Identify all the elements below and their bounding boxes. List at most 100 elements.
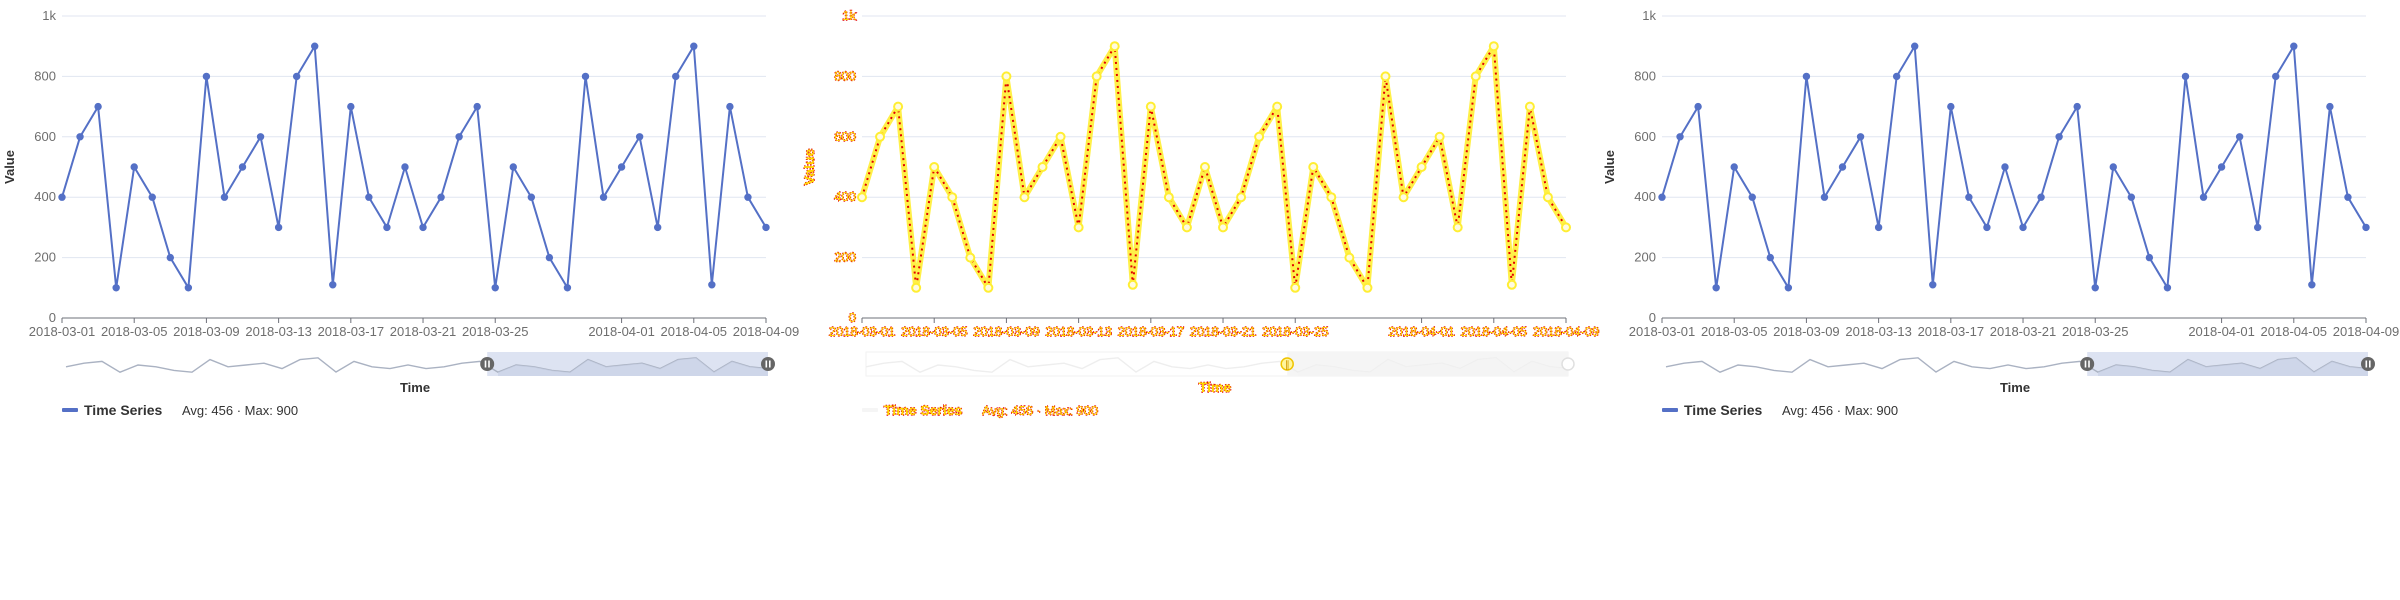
data-point[interactable]: [1838, 163, 1847, 171]
data-point[interactable]: [419, 223, 427, 232]
handle-knob[interactable]: [2361, 357, 2375, 371]
data-point[interactable]: [329, 281, 337, 289]
data-point[interactable]: [94, 102, 102, 111]
data-point[interactable]: [1398, 192, 1409, 203]
data-point[interactable]: [2091, 284, 2099, 292]
data-point[interactable]: [491, 284, 499, 292]
data-point[interactable]: [762, 223, 770, 232]
data-point[interactable]: [1362, 282, 1373, 293]
data-point[interactable]: [509, 163, 517, 171]
handle-knob[interactable]: [2080, 357, 2095, 371]
data-point[interactable]: [166, 253, 175, 262]
data-point[interactable]: [1326, 192, 1337, 203]
data-point[interactable]: [1452, 222, 1463, 233]
data-point[interactable]: [857, 192, 867, 203]
data-point[interactable]: [1730, 163, 1738, 171]
data-point[interactable]: [1929, 281, 1937, 289]
data-point[interactable]: [1181, 222, 1192, 233]
data-point[interactable]: [726, 102, 734, 111]
data-point[interactable]: [2272, 72, 2280, 81]
data-point[interactable]: [1802, 72, 1811, 81]
data-point[interactable]: [1091, 71, 1102, 82]
data-point[interactable]: [1109, 41, 1120, 52]
data-point[interactable]: [2253, 223, 2262, 232]
data-point[interactable]: [1947, 102, 1955, 111]
data-point[interactable]: [1820, 193, 1829, 201]
data-point[interactable]: [1145, 101, 1156, 112]
datazoom-handle-right[interactable]: [2361, 357, 2375, 371]
datazoom-handle-left[interactable]: [2080, 357, 2095, 371]
data-point[interactable]: [238, 163, 247, 171]
data-point[interactable]: [130, 163, 138, 171]
data-point[interactable]: [744, 193, 752, 201]
data-point[interactable]: [1784, 284, 1793, 292]
data-point[interactable]: [202, 72, 211, 81]
datazoom-handle-left[interactable]: [480, 357, 495, 371]
datazoom-handle-right[interactable]: [1561, 357, 1575, 371]
data-point[interactable]: [1561, 222, 1571, 233]
data-point[interactable]: [1218, 222, 1229, 233]
data-point[interactable]: [2019, 223, 2027, 232]
data-point[interactable]: [617, 163, 626, 171]
data-point[interactable]: [1254, 131, 1265, 142]
data-point[interactable]: [893, 101, 904, 112]
data-point[interactable]: [1694, 102, 1702, 111]
handle-knob[interactable]: [1280, 357, 1294, 371]
data-point[interactable]: [112, 284, 120, 292]
data-point[interactable]: [2001, 163, 2009, 171]
data-point[interactable]: [1766, 253, 1775, 262]
legend[interactable]: Time Series Avg: 456 · Max: 900: [1662, 402, 1898, 418]
data-point[interactable]: [2073, 102, 2081, 111]
data-point[interactable]: [1055, 131, 1066, 142]
data-point[interactable]: [599, 193, 608, 201]
data-point[interactable]: [76, 133, 84, 141]
data-point[interactable]: [2037, 193, 2045, 201]
data-point[interactable]: [1037, 162, 1048, 172]
data-point[interactable]: [473, 102, 481, 111]
data-point[interactable]: [401, 163, 409, 171]
data-point[interactable]: [983, 282, 994, 293]
data-point[interactable]: [929, 162, 940, 172]
data-point[interactable]: [911, 282, 922, 293]
data-point[interactable]: [1892, 72, 1901, 81]
data-point[interactable]: [2308, 281, 2316, 289]
handle-knob[interactable]: [761, 357, 775, 371]
data-point[interactable]: [2326, 102, 2334, 111]
legend[interactable]: Time Series Avg: 456 · Max: 900: [62, 402, 298, 418]
data-point[interactable]: [1524, 101, 1535, 112]
data-point[interactable]: [2344, 193, 2352, 201]
data-point[interactable]: [653, 223, 662, 232]
data-point[interactable]: [256, 133, 265, 141]
data-point[interactable]: [2235, 133, 2244, 141]
data-point[interactable]: [437, 193, 445, 201]
datazoom-handle-left[interactable]: ∥: [1280, 357, 1294, 371]
handle-knob[interactable]: [1561, 357, 1575, 371]
data-point[interactable]: [1380, 71, 1391, 82]
data-point[interactable]: [1272, 101, 1283, 112]
data-point[interactable]: [1748, 193, 1756, 201]
data-point[interactable]: [2199, 193, 2208, 201]
data-point[interactable]: [1290, 282, 1301, 293]
data-point[interactable]: [365, 193, 373, 201]
data-point[interactable]: [1488, 41, 1499, 52]
data-point[interactable]: [2055, 133, 2063, 141]
data-point[interactable]: [2163, 284, 2172, 292]
data-point[interactable]: [184, 284, 193, 292]
data-point[interactable]: [1856, 133, 1865, 141]
data-point[interactable]: [1676, 133, 1684, 141]
data-point[interactable]: [1434, 131, 1445, 142]
data-point[interactable]: [690, 42, 698, 50]
data-point[interactable]: [875, 131, 886, 142]
legend[interactable]: Time Series Avg: 456 · Max: 900: [862, 401, 1099, 419]
data-point[interactable]: [2145, 253, 2154, 262]
data-point[interactable]: [1874, 223, 1883, 232]
data-point[interactable]: [274, 223, 283, 232]
data-point[interactable]: [708, 281, 716, 289]
data-point[interactable]: [58, 193, 66, 201]
data-point[interactable]: [2362, 223, 2370, 232]
data-point[interactable]: [148, 193, 156, 201]
data-point[interactable]: [563, 284, 572, 292]
data-point[interactable]: [2181, 72, 2190, 81]
data-point[interactable]: [1001, 71, 1012, 82]
data-point[interactable]: [1199, 162, 1210, 172]
